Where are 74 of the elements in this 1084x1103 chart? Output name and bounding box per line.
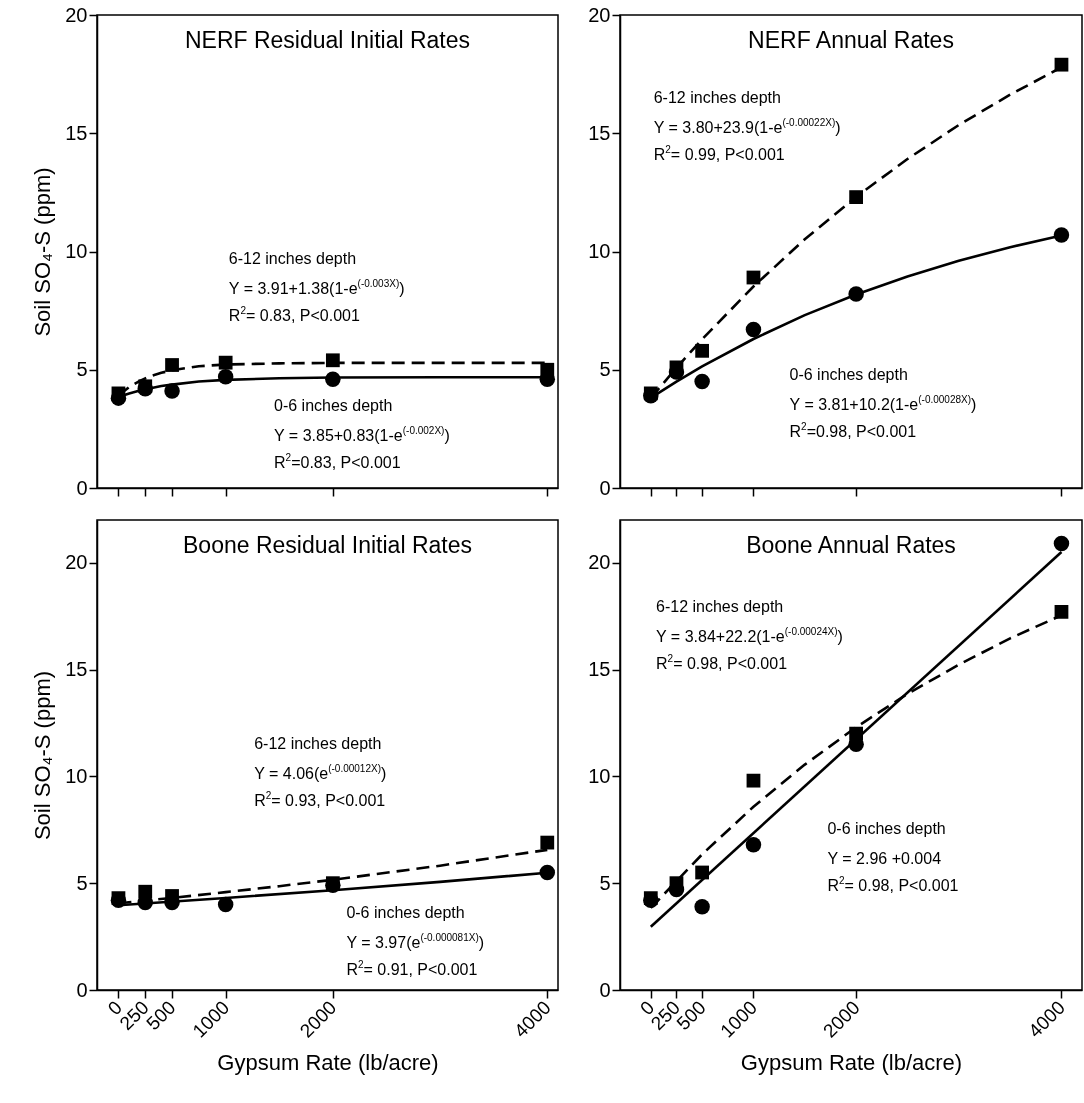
annotation: Y = 3.84+22.2(1-e$^{(-0.00024X)}$): [656, 626, 843, 648]
annotation: R$^{2}$= 0.91, P<0.001: [346, 958, 478, 980]
y-tick-label: 20: [65, 3, 88, 26]
annotation: Y = 3.80+23.9(1-e$^{(-0.00022X)}$): [653, 117, 841, 139]
annotation: 0-6 inches depth: [827, 818, 946, 839]
x-axis-title: Gypsum Rate (lb/acre): [740, 1050, 963, 1076]
y-tick-label: 0: [599, 476, 611, 499]
point: [745, 321, 762, 338]
point: [325, 353, 340, 368]
annotation: 6-12 inches depth: [656, 597, 784, 618]
y-tick-label: 10: [588, 240, 611, 262]
y-tick-label: 5: [76, 358, 88, 381]
y-tick-label: 0: [76, 978, 88, 1001]
x-axis-title: Gypsum Rate (lb/acre): [217, 1050, 439, 1076]
annotation: R$^{2}$= 0.99, P<0.001: [653, 144, 785, 166]
annotation: Y = 4.06(e$^{(-0.00012X)}$): [254, 762, 387, 784]
y-tick-label: 20: [588, 3, 611, 26]
point: [217, 896, 234, 913]
point: [1053, 535, 1070, 552]
point: [745, 837, 762, 853]
annotation: R$^{2}$= 0.93, P<0.001: [254, 789, 386, 811]
point: [695, 865, 710, 880]
y-tick-label: 0: [76, 476, 88, 499]
annotation: 6-12 inches depth: [228, 249, 357, 270]
y-tick-label: 10: [588, 764, 611, 787]
point: [695, 343, 710, 358]
y-tick-label: 15: [65, 121, 88, 144]
point: [848, 286, 864, 302]
point: [540, 835, 555, 850]
y-tick-label: 20: [65, 551, 88, 574]
annotation: R$^{2}$= 0.98, P<0.001: [827, 874, 959, 896]
y-tick-label: 15: [588, 121, 611, 144]
point: [694, 373, 710, 390]
point: [694, 898, 710, 915]
annotation: Y = 3.91+1.38(1-e$^{(-0.003X)}$): [228, 278, 405, 300]
y-tick-label: 15: [588, 658, 611, 681]
annotation: Y = 3.81+10.2(1-e$^{(-0.00028X)}$): [789, 394, 977, 415]
annotation: R$^{2}$=0.98, P<0.001: [789, 421, 917, 442]
y-tick-label: 15: [65, 658, 88, 681]
text: NERF Residual Initial Rates: [184, 27, 471, 54]
annotation: 0-6 inches depth: [274, 395, 393, 416]
point: [325, 371, 341, 387]
annotation: Y = 3.97(e$^{(-0.000081X)}$): [346, 931, 485, 953]
y-tick-label: 10: [65, 764, 88, 787]
y-tick-label: 10: [65, 240, 88, 262]
point: [1054, 57, 1069, 72]
annotation: 6-12 inches depth: [254, 733, 382, 754]
point: [539, 864, 556, 881]
point: [217, 369, 234, 385]
y-tick-label: 5: [76, 871, 88, 894]
y-tick-label: 0: [599, 978, 611, 1001]
y-axis-title: Soil SO₄-S (ppm): [30, 167, 56, 337]
point: [746, 773, 761, 788]
point: [1053, 227, 1070, 243]
annotation: R$^{2}$=0.83, P<0.001: [274, 451, 401, 473]
point: [218, 355, 233, 370]
y-tick-label: 5: [599, 871, 611, 894]
text: Boone Annual Rates: [746, 532, 956, 559]
text: Boone Residual Initial Rates: [183, 532, 472, 559]
annotation: 6-12 inches depth: [653, 88, 781, 109]
point: [165, 358, 179, 372]
text: NERF Annual Rates: [748, 27, 954, 54]
annotation: R$^{2}$= 0.83, P<0.001: [228, 305, 360, 327]
annotation: R$^{2}$= 0.98, P<0.001: [656, 653, 788, 675]
point: [164, 383, 180, 399]
annotation: Y = 2.96 +0.004: [827, 848, 942, 869]
y-axis-title: Soil SO₄-S (ppm): [30, 670, 56, 841]
annotation: 0-6 inches depth: [346, 902, 465, 923]
point: [849, 190, 864, 204]
annotation: 0-6 inches depth: [789, 365, 908, 385]
y-tick-label: 5: [599, 358, 611, 381]
point: [1054, 604, 1069, 619]
annotation: Y = 3.85+0.83(1-e$^{(-0.002X)}$): [274, 424, 450, 446]
y-tick-label: 20: [588, 551, 611, 574]
